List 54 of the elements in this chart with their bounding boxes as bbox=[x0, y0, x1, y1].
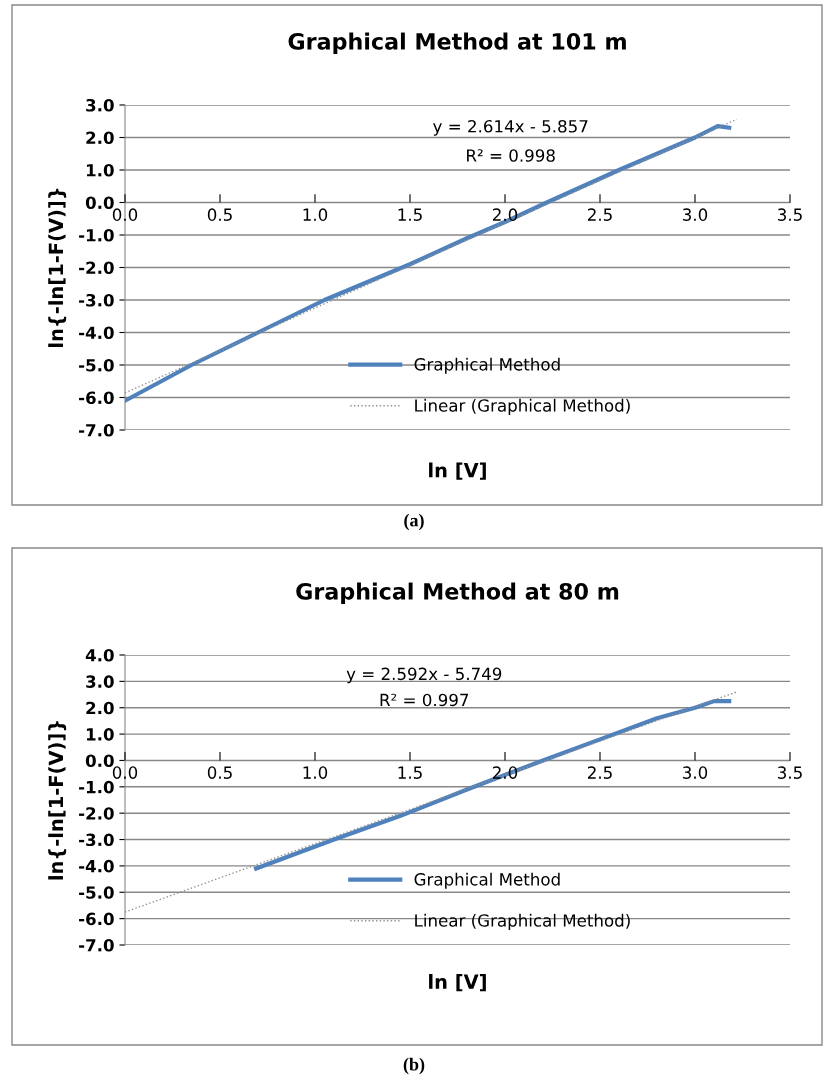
x-tick-label: 1.5 bbox=[398, 766, 422, 779]
legend-label: Linear (Graphical Method) bbox=[415, 398, 630, 415]
y-tick-label: -2.0 bbox=[79, 261, 114, 275]
y-tick-label: -2.0 bbox=[79, 807, 114, 820]
y-tick-label: -3.0 bbox=[79, 293, 114, 307]
y-tick-label: 0.0 bbox=[85, 196, 114, 210]
x-tick-label: 1.0 bbox=[303, 766, 328, 779]
x-tick-label: 0.0 bbox=[112, 766, 138, 779]
legend-label: Graphical Method bbox=[414, 357, 560, 374]
x-tick-label: 2.5 bbox=[587, 766, 612, 779]
legend-label: Graphical Method bbox=[414, 872, 560, 889]
y-tick-label: 0.0 bbox=[85, 754, 114, 768]
y-tick-label: 3.0 bbox=[86, 675, 114, 688]
y-tick-label: 2.0 bbox=[86, 131, 114, 145]
x-tick-label: 3.5 bbox=[778, 208, 802, 221]
y-tick-label: 1.0 bbox=[86, 728, 114, 741]
y-tick-label: -7.0 bbox=[79, 938, 114, 952]
y-tick-label: -3.0 bbox=[79, 833, 114, 847]
x-tick-label: 3.5 bbox=[778, 766, 802, 779]
text: (a) bbox=[404, 513, 424, 531]
x-tick-label: 2.5 bbox=[587, 208, 612, 221]
x-axis-title: ln [V] bbox=[429, 974, 486, 992]
y-tick-label: 1.0 bbox=[86, 163, 114, 177]
y-tick-label: -5.0 bbox=[79, 886, 114, 899]
x-tick-label: 1.5 bbox=[398, 208, 422, 221]
y-axis-title: ln{-ln[1-F(V)]} bbox=[48, 721, 67, 880]
y-tick-label: -6.0 bbox=[79, 391, 114, 405]
x-tick-label: 3.0 bbox=[683, 766, 708, 779]
chart-title: Graphical Method at 101 m bbox=[288, 32, 626, 55]
x-axis-title: ln [V] bbox=[429, 462, 486, 480]
y-tick-label: 4.0 bbox=[85, 648, 114, 662]
annotation: R² = 0.997 bbox=[380, 693, 469, 707]
y-tick-label: -4.0 bbox=[79, 326, 114, 340]
x-tick-label: 0.5 bbox=[207, 766, 232, 779]
annotation: R² = 0.998 bbox=[467, 149, 555, 162]
x-tick-label: 3.0 bbox=[683, 208, 708, 221]
y-tick-label: -1.0 bbox=[79, 228, 114, 242]
annotation: y = 2.592x - 5.749 bbox=[346, 667, 502, 684]
x-tick-label: 2.0 bbox=[492, 208, 518, 221]
y-tick-label: -4.0 bbox=[79, 859, 114, 873]
y-tick-label: -7.0 bbox=[79, 423, 114, 437]
chart-title: Graphical Method at 80 m bbox=[296, 582, 619, 605]
y-tick-label: -1.0 bbox=[79, 780, 114, 794]
y-tick-label: -5.0 bbox=[79, 358, 114, 372]
x-tick-label: 1.0 bbox=[303, 208, 328, 221]
y-tick-label: 3.0 bbox=[86, 98, 114, 112]
y-tick-label: 2.0 bbox=[86, 701, 114, 715]
x-tick-label: 0.0 bbox=[112, 208, 138, 221]
y-tick-label: -6.0 bbox=[79, 912, 114, 926]
x-tick-label: 0.5 bbox=[207, 208, 232, 221]
annotation: y = 2.614x - 5.857 bbox=[433, 119, 588, 136]
legend-label: Linear (Graphical Method) bbox=[415, 913, 630, 930]
text: (b) bbox=[403, 1057, 425, 1075]
y-axis-title: ln{-ln[1-F(V)]} bbox=[48, 188, 67, 347]
